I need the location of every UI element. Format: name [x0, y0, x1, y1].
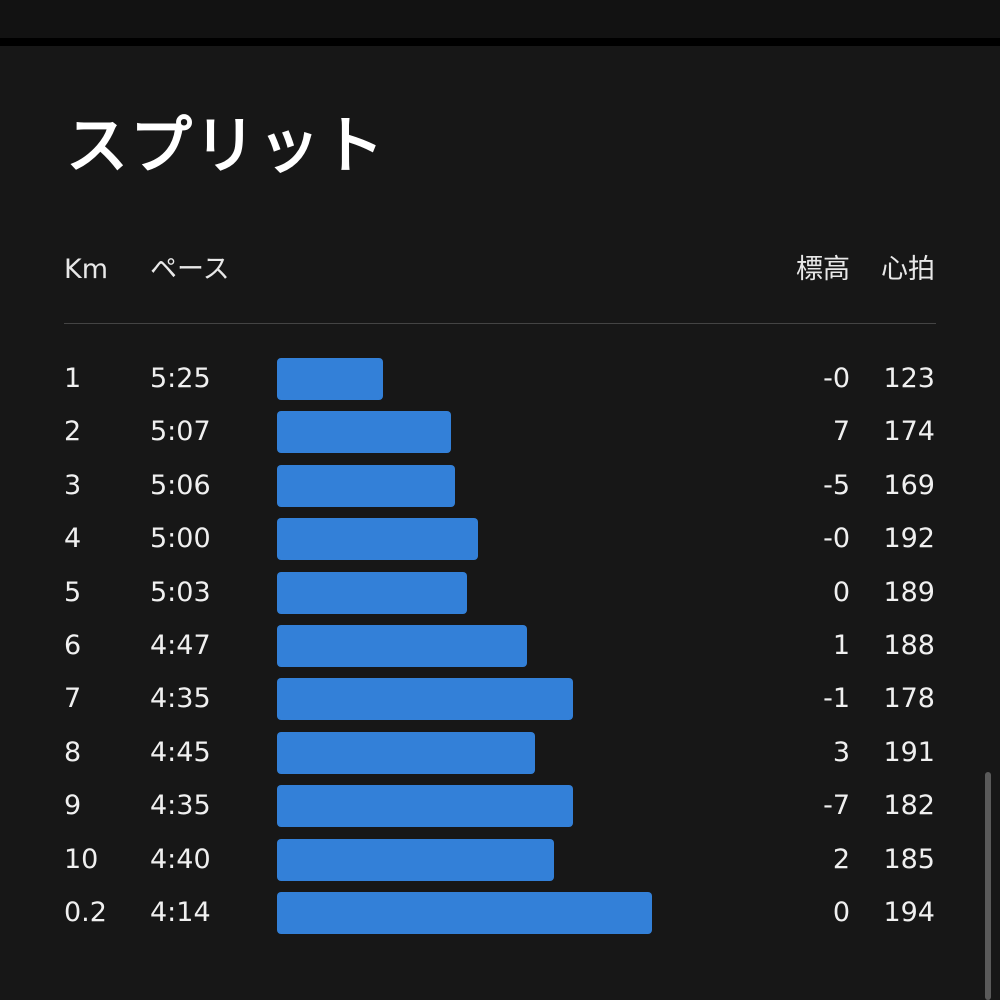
split-heart-rate: 189 [883, 576, 935, 608]
split-elevation: 2 [832, 843, 850, 875]
split-pace: 5:25 [150, 363, 211, 394]
split-elevation: 7 [832, 416, 850, 448]
split-row: 9 4:35 -7 182 [0, 784, 1000, 828]
split-km: 10 [64, 843, 99, 875]
split-km: 8 [64, 736, 82, 768]
split-pace: 4:35 [150, 683, 211, 715]
split-row: 5 5:03 0 189 [0, 571, 1000, 615]
split-km: 3 [64, 469, 82, 501]
split-row: 0.2 4:14 0 194 [0, 891, 1000, 935]
split-row: 2 5:07 7 174 [0, 410, 1000, 454]
split-elevation: -1 [823, 683, 850, 715]
split-row: 8 4:45 3 191 [0, 731, 1000, 775]
split-row: 10 4:40 2 185 [0, 838, 1000, 882]
split-elevation: 0 [832, 897, 850, 928]
split-heart-rate: 123 [883, 363, 935, 394]
split-km: 1 [64, 363, 82, 394]
split-elevation: -0 [823, 523, 850, 555]
split-heart-rate: 194 [883, 897, 935, 928]
pace-bar [277, 571, 467, 614]
split-row: 4 5:00 -0 192 [0, 517, 1000, 561]
split-elevation: -5 [823, 469, 850, 501]
column-header-pace: ペース [150, 254, 230, 285]
split-km: 2 [64, 416, 82, 448]
split-heart-rate: 188 [883, 630, 935, 661]
split-pace: 4:40 [150, 843, 211, 875]
pace-bar [277, 678, 573, 721]
split-km: 7 [64, 683, 82, 715]
split-km: 4 [64, 523, 82, 555]
scrollbar[interactable] [985, 772, 991, 1000]
pace-bar [277, 625, 528, 667]
column-header-elevation: 標高 [796, 254, 850, 285]
split-km: 6 [64, 630, 82, 661]
split-heart-rate: 185 [883, 843, 935, 875]
pace-bar [277, 358, 384, 400]
split-row: 7 4:35 -1 178 [0, 677, 1000, 721]
page-title: スプリット [66, 109, 387, 182]
pace-bar [277, 411, 452, 454]
split-pace: 5:06 [150, 469, 211, 501]
split-heart-rate: 192 [883, 523, 935, 555]
split-heart-rate: 174 [883, 416, 935, 448]
split-row: 3 5:06 -5 169 [0, 464, 1000, 508]
split-pace: 5:03 [150, 576, 211, 608]
split-elevation: -7 [823, 790, 850, 822]
split-heart-rate: 182 [883, 790, 935, 822]
split-heart-rate: 191 [883, 736, 935, 768]
split-km: 5 [64, 576, 82, 608]
split-km: 0.2 [64, 897, 107, 928]
split-heart-rate: 178 [883, 683, 935, 715]
pace-bar [277, 892, 653, 934]
pace-bar [277, 785, 573, 828]
split-row: 1 5:25 -0 123 [0, 357, 1000, 401]
column-header-heart-rate: 心拍 [881, 254, 935, 285]
pace-bar [277, 838, 554, 881]
header-divider [64, 323, 936, 324]
split-elevation: 3 [832, 736, 850, 768]
split-heart-rate: 169 [883, 469, 935, 501]
column-header-km: Km [64, 254, 109, 285]
split-elevation: -0 [823, 363, 850, 394]
top-strip [0, 0, 1000, 38]
split-pace: 4:45 [150, 736, 211, 768]
split-row: 6 4:47 1 188 [0, 624, 1000, 668]
split-pace: 5:00 [150, 523, 211, 555]
split-elevation: 1 [832, 630, 850, 661]
split-pace: 4:14 [150, 897, 211, 928]
split-pace: 5:07 [150, 416, 211, 448]
pace-bar [277, 518, 478, 561]
pace-bar [277, 731, 535, 774]
split-pace: 4:35 [150, 790, 211, 822]
pace-bar [277, 464, 456, 507]
split-elevation: 0 [832, 576, 850, 608]
split-km: 9 [64, 790, 82, 822]
split-pace: 4:47 [150, 630, 211, 661]
